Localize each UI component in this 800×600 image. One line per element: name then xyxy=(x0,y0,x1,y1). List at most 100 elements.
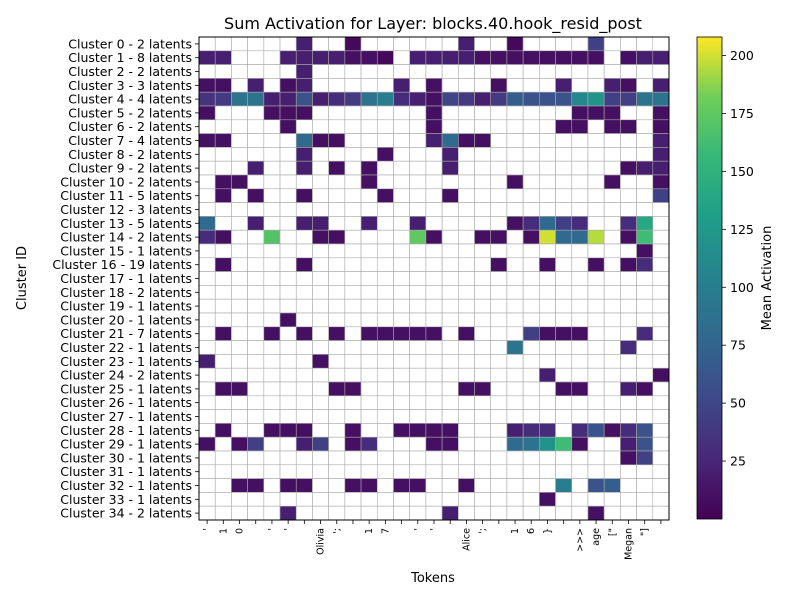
heatmap-cell xyxy=(263,50,281,65)
heatmap-cell xyxy=(522,91,540,107)
heatmap-cell xyxy=(198,409,216,424)
heatmap-cell xyxy=(328,436,346,452)
heatmap-cell xyxy=(360,147,378,162)
heatmap-cell xyxy=(328,505,346,521)
heatmap-cell xyxy=(312,340,329,355)
heatmap-cell xyxy=(506,91,524,107)
heatmap-cell xyxy=(603,423,621,438)
heatmap-cell xyxy=(539,202,556,217)
heatmap-cell xyxy=(652,395,670,410)
heatmap-cell xyxy=(425,188,443,203)
heatmap-cell xyxy=(247,160,265,176)
heatmap-cell xyxy=(490,326,508,341)
heatmap-cell xyxy=(312,409,329,424)
heatmap-cell xyxy=(636,50,654,65)
heatmap-cell xyxy=(652,78,670,93)
heatmap-cell xyxy=(522,243,540,259)
heatmap-cell xyxy=(312,229,329,245)
heatmap-cell xyxy=(393,381,410,397)
heatmap-cell xyxy=(490,464,508,479)
heatmap-cell xyxy=(295,188,313,203)
heatmap-cell xyxy=(506,312,524,328)
heatmap-cell xyxy=(376,78,394,93)
heatmap-cell xyxy=(506,36,524,52)
y-tick-label: Cluster 9 - 2 latents xyxy=(68,161,192,176)
heatmap-cell xyxy=(376,216,394,231)
heatmap-cell xyxy=(506,450,524,466)
heatmap-cell xyxy=(328,271,346,286)
heatmap-cell xyxy=(587,216,605,231)
heatmap-cell xyxy=(539,147,556,162)
heatmap-cell xyxy=(214,119,232,134)
y-tick-label: Cluster 11 - 5 latents xyxy=(60,188,192,203)
heatmap-cell xyxy=(328,91,346,107)
heatmap-cell xyxy=(571,367,589,383)
heatmap-cell xyxy=(247,423,265,438)
y-tick-label: Cluster 19 - 1 latents xyxy=(60,299,192,314)
heatmap-cell xyxy=(263,395,281,410)
heatmap-cell xyxy=(409,285,427,300)
heatmap-cell xyxy=(376,450,394,466)
heatmap-cell xyxy=(376,409,394,424)
heatmap-cell xyxy=(620,133,637,148)
heatmap-cell xyxy=(393,409,410,424)
heatmap-cell xyxy=(328,133,346,148)
heatmap-cell xyxy=(603,492,621,507)
heatmap-cell xyxy=(376,478,394,493)
heatmap-cell xyxy=(458,436,475,452)
heatmap-cell xyxy=(279,478,297,493)
heatmap-cell xyxy=(231,298,248,314)
heatmap-cell xyxy=(620,243,637,259)
heatmap-cell xyxy=(458,119,475,134)
heatmap-cell xyxy=(231,160,248,176)
x-tick-label: 0 xyxy=(235,528,246,534)
heatmap-cell xyxy=(474,133,492,148)
heatmap-cell xyxy=(198,257,216,272)
heatmap-cell xyxy=(214,216,232,231)
heatmap-cell xyxy=(587,64,605,79)
heatmap-cell xyxy=(458,50,475,65)
heatmap-cell xyxy=(555,395,573,410)
heatmap-cell xyxy=(636,78,654,93)
heatmap-cell xyxy=(506,409,524,424)
heatmap-cell xyxy=(295,367,313,383)
y-tick-label: Cluster 5 - 2 latents xyxy=(68,105,192,120)
heatmap-cell xyxy=(198,119,216,134)
y-tick-label: Cluster 2 - 2 latents xyxy=(68,64,192,79)
heatmap-cell xyxy=(539,340,556,355)
heatmap-cell xyxy=(441,381,459,397)
heatmap-cell xyxy=(247,91,265,107)
heatmap-cell xyxy=(555,147,573,162)
heatmap-cell xyxy=(393,340,410,355)
heatmap-cell xyxy=(539,271,556,286)
heatmap-cell xyxy=(458,105,475,121)
heatmap-cell xyxy=(522,229,540,245)
heatmap-cell xyxy=(425,354,443,369)
heatmap-cell xyxy=(312,147,329,162)
heatmap-cell xyxy=(620,78,637,93)
heatmap-cell xyxy=(263,229,281,245)
heatmap-cell xyxy=(652,229,670,245)
heatmap-cell xyxy=(490,243,508,259)
heatmap-cell xyxy=(441,229,459,245)
heatmap-cell xyxy=(344,298,362,314)
heatmap-cell xyxy=(571,326,589,341)
heatmap-cell xyxy=(214,243,232,259)
heatmap-cell xyxy=(409,298,427,314)
heatmap-cell xyxy=(360,50,378,65)
heatmap-cell xyxy=(474,285,492,300)
heatmap-cell xyxy=(458,340,475,355)
heatmap-cell xyxy=(539,312,556,328)
heatmap-cell xyxy=(490,395,508,410)
x-tick-label: 1 xyxy=(364,528,375,534)
heatmap-cell xyxy=(603,354,621,369)
heatmap-cell xyxy=(263,464,281,479)
heatmap-cell xyxy=(458,133,475,148)
heatmap-cell xyxy=(231,367,248,383)
heatmap-cell xyxy=(474,381,492,397)
heatmap-cell xyxy=(198,229,216,245)
y-tick-label: Cluster 6 - 2 latents xyxy=(68,119,192,134)
heatmap-cell xyxy=(571,64,589,79)
heatmap-cell xyxy=(312,119,329,134)
heatmap-cell xyxy=(360,202,378,217)
